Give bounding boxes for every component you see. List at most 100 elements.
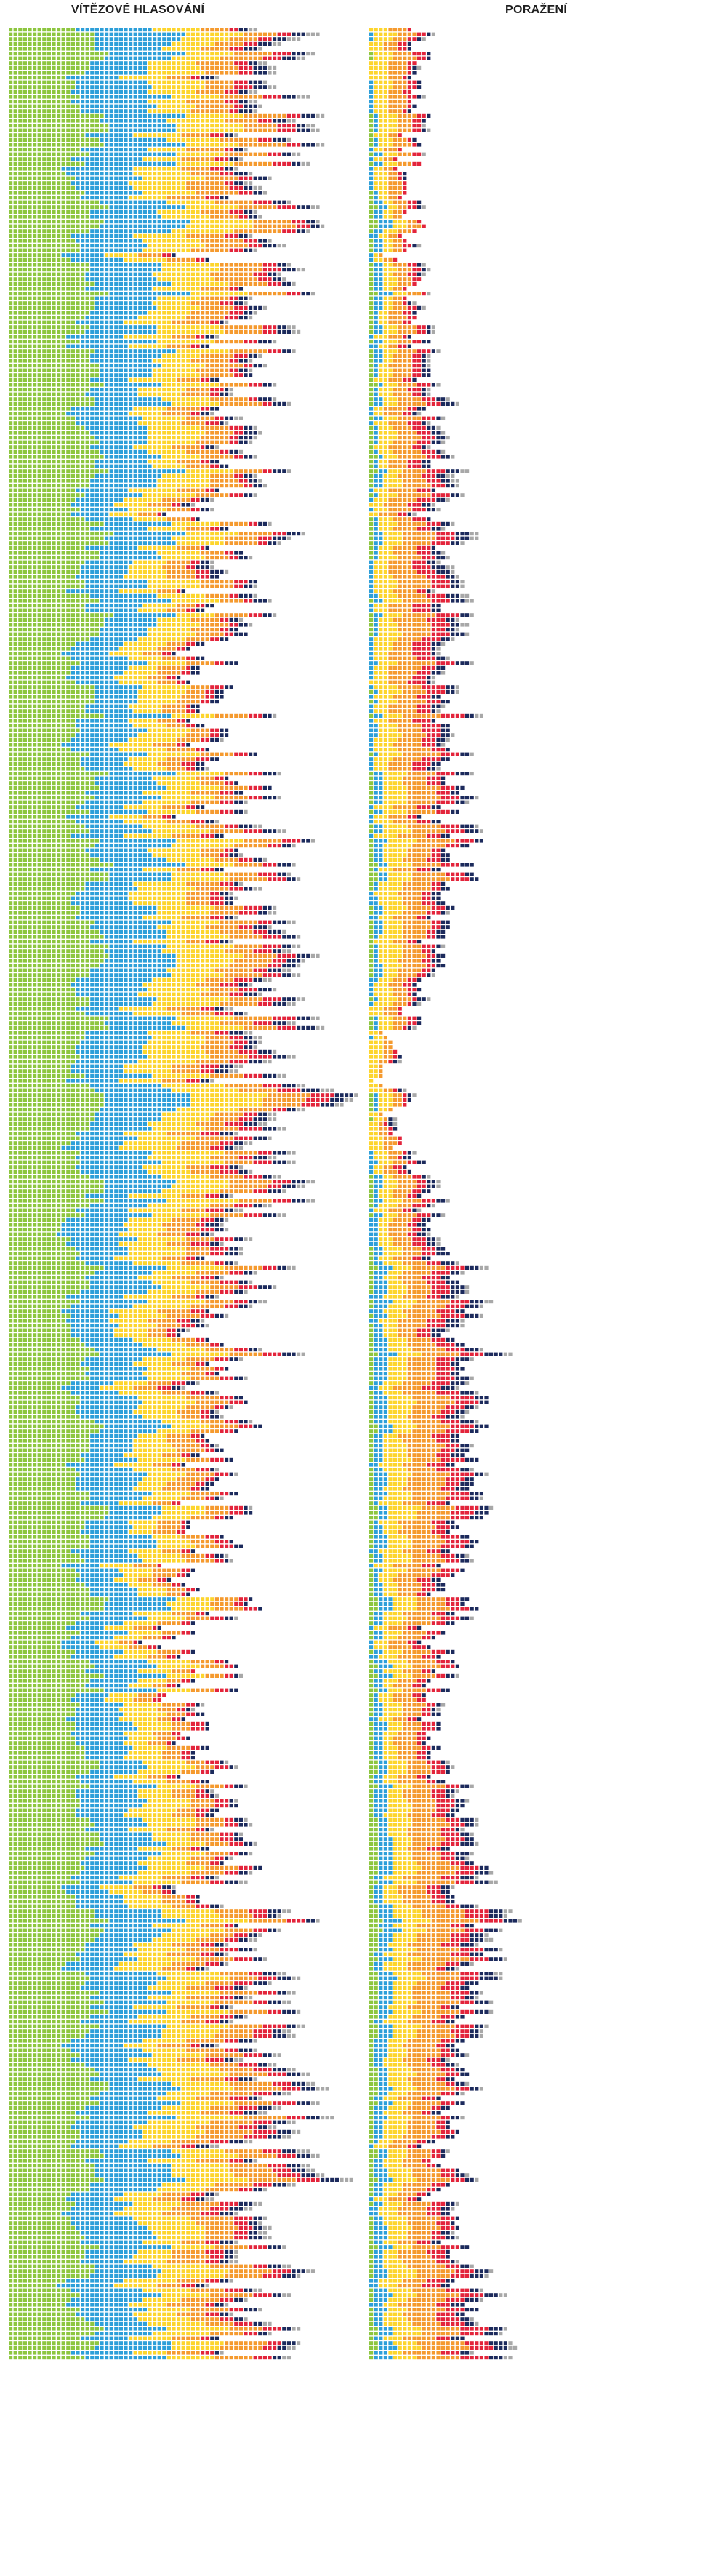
winners-vote-square-yellow xyxy=(182,311,185,314)
winners-vote-square-blue xyxy=(162,42,166,46)
winners-vote-square-navy xyxy=(249,373,252,377)
winners-vote-square-green xyxy=(23,249,27,252)
winners-vote-square-orange xyxy=(220,109,223,113)
winners-vote-square-green xyxy=(42,133,46,137)
winners-vote-square-orange xyxy=(220,57,223,60)
winners-vote-square-yellow xyxy=(186,282,190,286)
winners-vote-square-red xyxy=(234,297,238,300)
winners-vote-square-blue xyxy=(119,177,123,180)
winners-vote-square-blue xyxy=(105,354,108,358)
winners-vote-square-orange xyxy=(254,114,257,118)
winners-vote-square-blue xyxy=(119,383,123,386)
winners-vote-square-green xyxy=(52,306,55,310)
winners-vote-square-navy xyxy=(282,57,286,60)
winners-vote-square-yellow xyxy=(182,287,185,290)
winners-vote-square-yellow xyxy=(182,186,185,190)
winners-vote-square-green xyxy=(38,57,41,60)
winners-vote-square-red xyxy=(273,263,276,266)
winners-vote-square-green xyxy=(57,393,60,396)
winners-vote-square-green xyxy=(71,316,75,319)
winners-vote-square-green xyxy=(81,273,84,276)
winners-vote-square-green xyxy=(33,172,36,175)
winners-vote-square-blue xyxy=(153,124,156,127)
winners-vote-square-orange xyxy=(206,234,209,238)
winners-vote-square-green xyxy=(18,268,22,271)
winners-vote-square-yellow xyxy=(186,85,190,89)
winners-vote-square-green xyxy=(47,186,51,190)
winners-vote-square-orange xyxy=(244,330,247,334)
winners-vote-square-blue xyxy=(90,258,94,262)
winners-vote-square-green xyxy=(38,225,41,228)
winners-vote-square-yellow xyxy=(230,220,233,223)
winners-vote-square-green xyxy=(90,306,94,310)
winners-vote-square-yellow xyxy=(162,172,166,175)
winners-vote-square-yellow xyxy=(172,325,175,329)
winners-vote-square-blue xyxy=(129,114,132,118)
winners-vote-square-blue xyxy=(95,388,99,391)
winners-vote-square-green xyxy=(62,66,65,70)
winners-vote-square-green xyxy=(76,229,79,233)
winners-vote-square-green xyxy=(9,42,12,46)
winners-vote-square-blue xyxy=(86,258,89,262)
winners-vote-square-blue xyxy=(100,239,103,242)
winners-vote-square-blue xyxy=(143,282,147,286)
winners-vote-square-blue xyxy=(129,71,132,74)
winners-vote-square-blue xyxy=(100,153,103,156)
winners-vote-square-blue xyxy=(100,364,103,367)
winners-vote-square-red xyxy=(292,143,295,146)
winners-vote-square-green xyxy=(62,143,65,146)
winners-vote-square-orange xyxy=(220,239,223,242)
winners-vote-square-green xyxy=(57,71,60,74)
winners-vote-square-green xyxy=(9,191,12,194)
winners-vote-square-blue xyxy=(162,37,166,41)
winners-vote-square-navy xyxy=(278,119,281,122)
winners-vote-square-gray xyxy=(268,239,271,242)
winners-vote-square-blue xyxy=(138,301,142,305)
winners-vote-square-red xyxy=(268,277,271,281)
winners-vote-square-green xyxy=(38,143,41,146)
winners-vote-square-blue xyxy=(110,359,113,362)
winners-vote-square-red xyxy=(230,369,233,372)
winners-vote-square-navy xyxy=(244,359,247,362)
winners-vote-square-blue xyxy=(119,186,123,190)
winners-vote-square-green xyxy=(42,277,46,281)
winners-vote-square-blue xyxy=(138,311,142,314)
winners-vote-square-orange xyxy=(244,37,247,41)
winners-vote-square-yellow xyxy=(143,157,147,161)
winners-vote-square-green xyxy=(71,133,75,137)
winners-vote-square-yellow xyxy=(162,364,166,367)
winners-vote-square-blue xyxy=(167,52,171,55)
winners-vote-square-yellow xyxy=(225,143,228,146)
winners-vote-square-green xyxy=(90,47,94,50)
winners-vote-square-navy xyxy=(297,229,300,233)
winners-vote-square-blue xyxy=(167,225,171,228)
winners-vote-square-yellow xyxy=(206,162,209,166)
winners-vote-square-red xyxy=(273,325,276,329)
winners-vote-square-yellow xyxy=(177,215,180,218)
winners-vote-square-green xyxy=(52,340,55,343)
winners-vote-square-navy xyxy=(311,143,315,146)
winners-vote-square-orange xyxy=(254,162,257,166)
winners-vote-square-green xyxy=(33,297,36,300)
winners-vote-square-green xyxy=(62,239,65,242)
winners-vote-square-yellow xyxy=(206,57,209,60)
winners-vote-square-green xyxy=(76,201,79,204)
winners-vote-square-blue xyxy=(90,335,94,338)
winners-vote-square-orange xyxy=(225,81,228,84)
winners-vote-square-orange xyxy=(182,345,185,348)
winners-vote-square-green xyxy=(42,229,46,233)
winners-vote-square-yellow xyxy=(182,42,185,46)
winners-vote-square-green xyxy=(28,90,31,94)
winners-vote-square-yellow xyxy=(182,66,185,70)
winners-vote-square-blue xyxy=(100,47,103,50)
winners-vote-square-orange xyxy=(215,277,219,281)
winners-vote-square-orange xyxy=(249,129,252,132)
winners-vote-square-green xyxy=(52,292,55,295)
winners-vote-square-red xyxy=(302,220,305,223)
winners-vote-square-blue xyxy=(148,28,151,31)
winners-vote-square-green xyxy=(57,210,60,214)
winners-vote-square-blue xyxy=(100,37,103,41)
winners-vote-square-green xyxy=(9,205,12,209)
winners-vote-square-orange xyxy=(191,359,195,362)
winners-vote-square-blue xyxy=(105,268,108,271)
